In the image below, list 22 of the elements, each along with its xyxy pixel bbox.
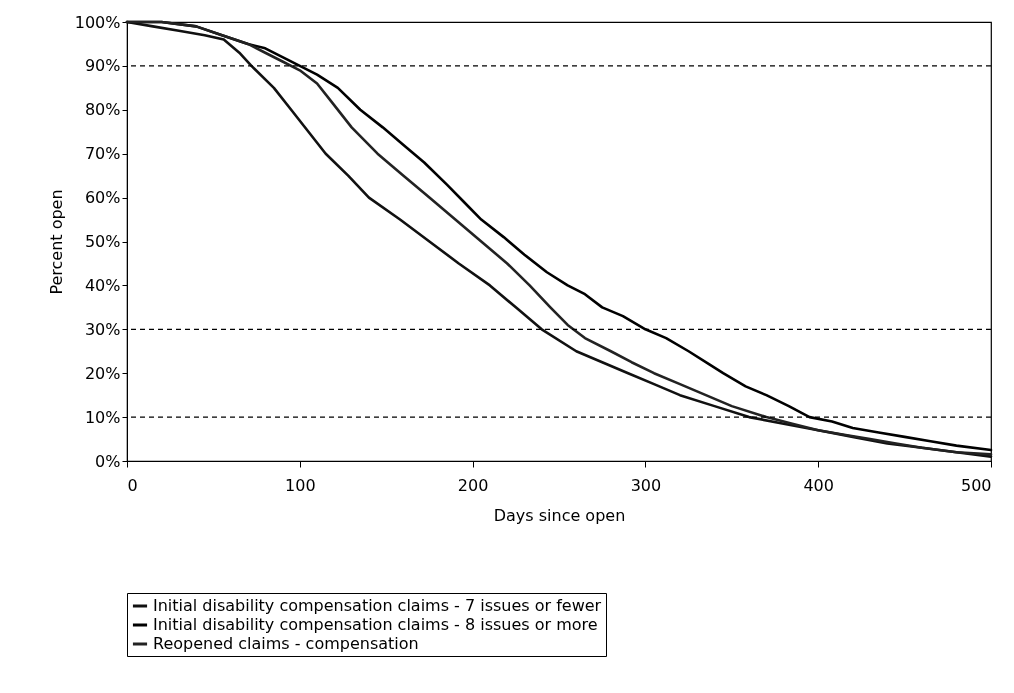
y-tick-label: 70% (84, 144, 121, 164)
legend-label: Initial disability compensation claims - 8 issues or more (153, 615, 598, 634)
y-tick-label: 0% (95, 451, 121, 471)
y-tick-label: 50% (84, 232, 121, 251)
legend-label: Reopened claims - compensation (153, 634, 419, 653)
x-tick-label: 500 (960, 475, 992, 495)
y-axis-title: Percent open (46, 189, 66, 295)
y-tick-label: 60% (84, 188, 121, 208)
y-tick-label: 20% (84, 363, 121, 383)
x-tick-label: 0 (127, 475, 138, 495)
legend-label: Initial disability compensation claims - 7 issues or fewer (153, 596, 602, 615)
y-tick-label: 30% (84, 319, 121, 339)
y-tick-label: 100% (74, 12, 121, 32)
x-tick-label: 200 (457, 475, 489, 495)
y-tick-label: 90% (84, 56, 121, 76)
x-tick-label: 400 (803, 475, 834, 495)
x-tick-label: 300 (630, 475, 662, 495)
x-axis-title: Days since open (493, 505, 626, 525)
y-tick-label: 80% (84, 100, 121, 120)
x-tick-label: 100 (285, 475, 316, 495)
y-tick-label: 10% (84, 407, 121, 427)
y-tick-label: 40% (84, 275, 121, 295)
